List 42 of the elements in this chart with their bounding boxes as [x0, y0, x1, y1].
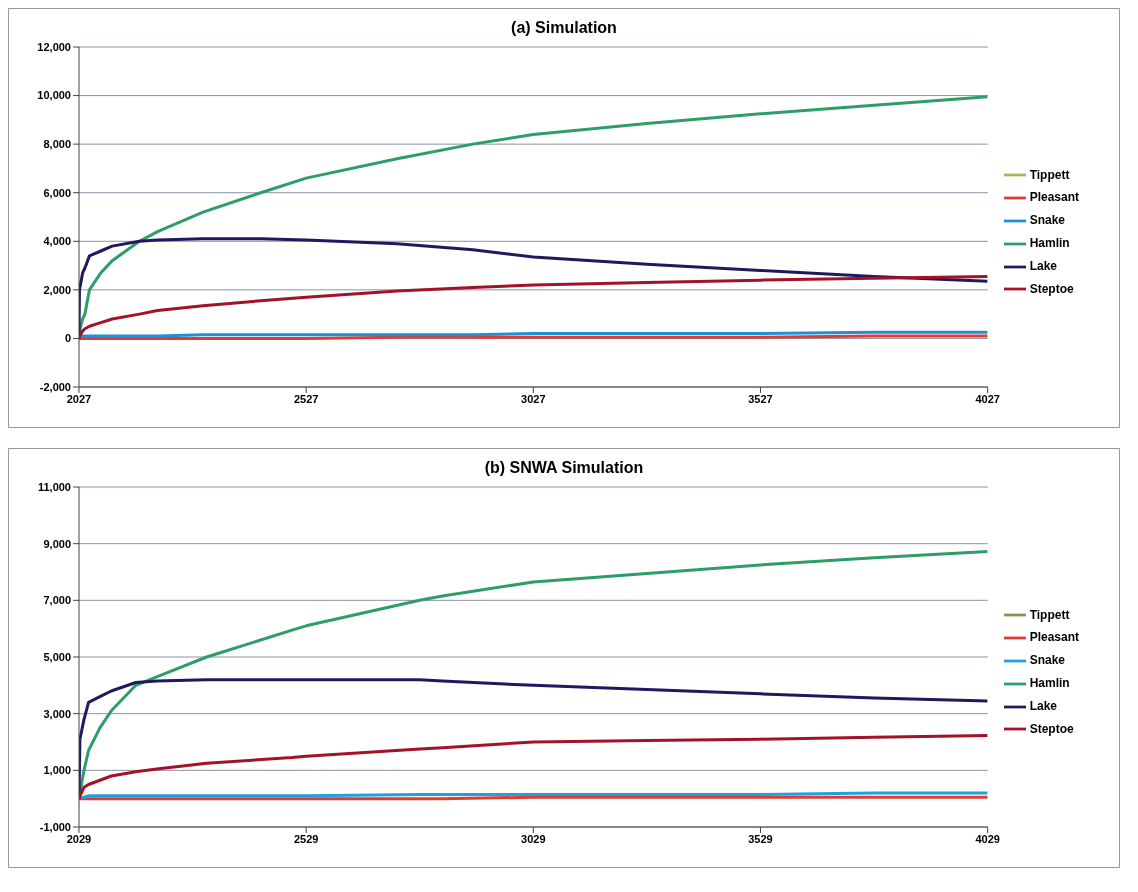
- y-tick-label: 5,000: [43, 650, 71, 663]
- line-series: [79, 275, 988, 340]
- y-tick-label: 1,000: [43, 764, 71, 777]
- y-tick-label: 12,000: [37, 40, 71, 53]
- legend-label: Pleasant: [1029, 630, 1079, 645]
- y-tick-label: 7,000: [43, 594, 71, 607]
- x-tick-label: 3029: [521, 832, 546, 845]
- legend-label: Snake: [1029, 213, 1065, 228]
- y-tick-label: 10,000: [37, 89, 71, 102]
- x-tick-label: 3529: [748, 832, 773, 845]
- legend-label: Lake: [1029, 698, 1057, 713]
- y-tick-label: 0: [64, 332, 71, 345]
- y-tick-label: 4,000: [43, 235, 71, 248]
- chart-title: (b) SNWA Simulation: [483, 458, 645, 477]
- legend-label: Lake: [1029, 258, 1057, 273]
- x-tick-label: 3527: [748, 392, 773, 405]
- x-tick-label: 4029: [975, 832, 1000, 845]
- x-tick-label: 4027: [975, 392, 1000, 405]
- legend-label: Steptoe: [1029, 281, 1074, 296]
- x-tick-label: 2027: [66, 392, 92, 405]
- y-tick-label: -1,000: [39, 820, 71, 833]
- legend-label: Hamlin: [1029, 236, 1070, 250]
- y-tick-label: 6,000: [43, 186, 71, 199]
- x-tick-label: 2527: [293, 392, 319, 405]
- legend-label: Snake: [1029, 653, 1065, 668]
- y-tick-label: 2,000: [43, 283, 71, 296]
- line-series: [79, 733, 988, 801]
- line-series: [79, 330, 988, 340]
- y-tick-label: 8,000: [43, 138, 71, 151]
- x-tick-label: 2029: [66, 832, 92, 845]
- y-tick-label: 11,000: [37, 480, 71, 493]
- legend-label: Pleasant: [1029, 190, 1079, 205]
- legend-label: Tippett: [1029, 167, 1070, 182]
- x-tick-label: 2529: [293, 832, 319, 845]
- legend-label: Hamlin: [1029, 676, 1070, 690]
- legend-label: Tippett: [1029, 607, 1070, 622]
- y-tick-label: -2,000: [39, 380, 71, 393]
- y-tick-label: 3,000: [43, 707, 71, 720]
- legend-label: Steptoe: [1029, 721, 1074, 736]
- y-tick-label: 9,000: [43, 537, 71, 550]
- x-tick-label: 3027: [521, 392, 546, 405]
- chart-title: (a) Simulation: [510, 18, 618, 37]
